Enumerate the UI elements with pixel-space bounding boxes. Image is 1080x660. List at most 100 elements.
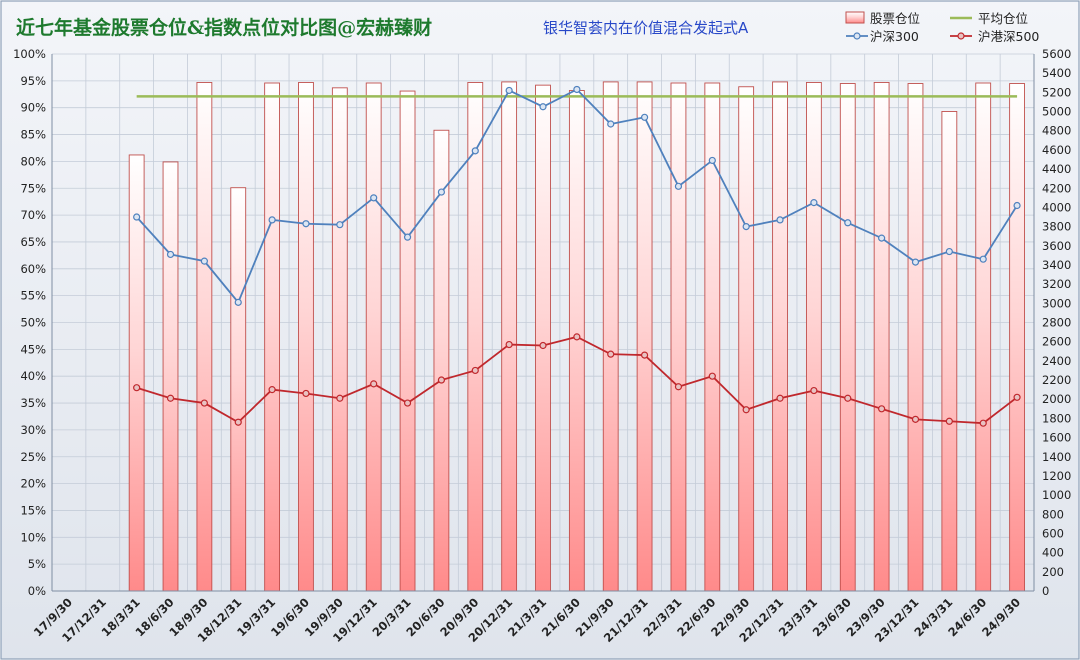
bar-stock-position [975, 82, 992, 592]
bar-stock-position [805, 82, 822, 592]
point-hs300 [302, 220, 310, 228]
bar-stock-position [331, 87, 348, 592]
point-hs300 [776, 216, 784, 224]
bar-stock-position [772, 81, 788, 592]
left-tick-label: 0% [28, 584, 46, 598]
right-tick-label: 1800 [1042, 411, 1071, 425]
point-hs300 [674, 182, 683, 190]
point-hgs500 [945, 417, 953, 425]
point-hgs500 [1013, 393, 1021, 401]
right-tick-label: 5000 [1042, 105, 1071, 119]
point-hgs500 [166, 394, 175, 402]
point-hgs500 [640, 351, 649, 359]
left-tick-label: 55% [20, 289, 46, 303]
bar-stock-position [873, 82, 890, 592]
point-hgs500 [573, 333, 581, 341]
right-tick-label: 600 [1042, 526, 1064, 540]
right-tick-label: 2200 [1042, 373, 1071, 387]
point-hgs500 [133, 384, 141, 392]
point-hgs500 [708, 372, 716, 380]
left-tick-label: 95% [20, 74, 46, 88]
point-hs300 [437, 188, 446, 196]
chart-subtitle: 银华智荟内在价值混合发起式A [543, 19, 749, 37]
legend-label-hs300: 沪深300 [870, 29, 919, 44]
left-tick-label: 90% [20, 101, 46, 115]
left-tick-label: 40% [20, 369, 46, 383]
point-hgs500 [437, 376, 446, 384]
right-tick-label: 0 [1042, 584, 1049, 598]
point-hgs500 [911, 415, 920, 423]
left-tick-label: 70% [20, 208, 46, 222]
point-hs300 [268, 216, 276, 224]
point-hgs500 [403, 399, 412, 407]
left-tick-label: 35% [20, 396, 46, 410]
point-hs300 [200, 257, 208, 265]
bar-stock-position [196, 82, 213, 592]
legend-label-hgs500: 沪港深500 [978, 29, 1039, 44]
right-tick-label: 3400 [1042, 258, 1071, 272]
gridlines [51, 53, 1035, 592]
point-hs300 [911, 258, 920, 266]
bar-stock-position [535, 84, 551, 592]
right-tick-label: 400 [1042, 546, 1064, 560]
bar-stock-position [839, 83, 856, 592]
bar-stock-position [501, 81, 518, 592]
bar-stock-position [230, 187, 247, 592]
point-hgs500 [776, 394, 784, 402]
legend-marker-hs300 [853, 32, 861, 40]
point-hs300 [708, 156, 716, 165]
point-hs300 [505, 86, 513, 95]
point-hgs500 [844, 394, 852, 402]
right-tick-label: 3200 [1042, 277, 1071, 291]
point-hgs500 [234, 418, 242, 426]
point-hs300 [742, 223, 750, 231]
right-tick-label: 4600 [1042, 143, 1071, 157]
point-hgs500 [336, 394, 344, 402]
left-tick-label: 30% [20, 423, 46, 437]
right-tick-label: 1600 [1042, 431, 1071, 445]
point-hs300 [336, 221, 344, 229]
point-hgs500 [302, 389, 310, 398]
legend-marker-hgs500 [957, 32, 965, 40]
point-hgs500 [370, 380, 378, 388]
left-tick-label: 80% [20, 154, 46, 168]
point-hgs500 [674, 383, 683, 391]
right-tick-label: 2000 [1042, 392, 1071, 406]
left-tick-label: 65% [20, 235, 46, 249]
legend-swatch-bar [845, 11, 865, 24]
point-hs300 [945, 247, 953, 256]
right-tick-label: 1400 [1042, 450, 1071, 464]
point-hs300 [607, 120, 615, 128]
point-hgs500 [742, 406, 750, 414]
point-hgs500 [200, 399, 208, 407]
point-hgs500 [878, 405, 886, 413]
point-hs300 [234, 298, 242, 306]
point-hs300 [810, 199, 818, 207]
bar-stock-position [602, 81, 619, 592]
bar-stock-position [738, 86, 755, 592]
right-tick-label: 5400 [1042, 66, 1071, 80]
point-hgs500 [471, 366, 479, 375]
bar-stock-position [568, 90, 585, 592]
point-hs300 [573, 85, 581, 94]
bar-stock-position [636, 81, 653, 592]
left-tick-label: 100% [13, 47, 46, 61]
left-tick-label: 25% [20, 450, 46, 464]
right-tick-label: 800 [1042, 507, 1064, 521]
right-tick-label: 3000 [1042, 296, 1071, 310]
bar-stock-position [162, 161, 179, 592]
bar-stock-position [399, 90, 416, 592]
left-tick-label: 5% [28, 557, 46, 571]
legend-label-avg: 平均仓位 [978, 11, 1028, 26]
right-tick-label: 200 [1042, 565, 1064, 579]
bar-stock-position [298, 82, 314, 592]
right-tick-label: 2800 [1042, 316, 1071, 330]
bar-stock-position [941, 111, 958, 592]
right-tick-label: 5600 [1042, 47, 1071, 61]
left-tick-label: 45% [20, 342, 46, 356]
point-hs300 [844, 219, 852, 227]
right-tick-label: 4000 [1042, 200, 1071, 214]
right-tick-label: 3600 [1042, 239, 1071, 253]
